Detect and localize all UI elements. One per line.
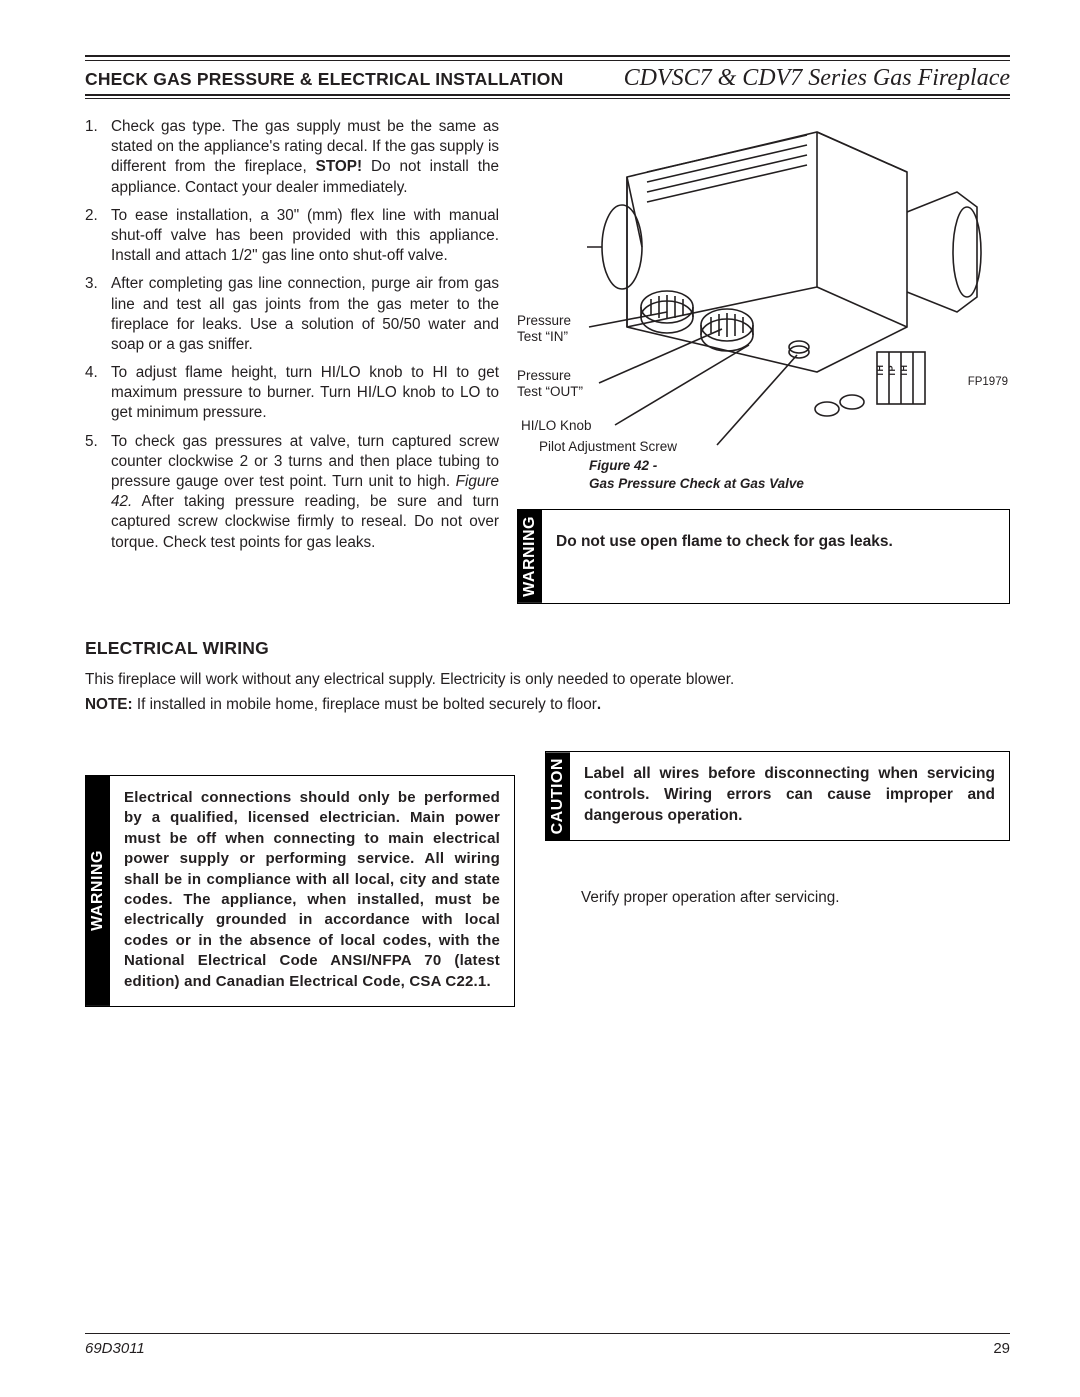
callout-hilo-knob: HI/LO Knob — [521, 418, 592, 434]
caution-wiring: CAUTION Label all wires before disconnec… — [545, 751, 1010, 841]
warning-electrical: WARNING Electrical connections should on… — [85, 775, 515, 1007]
warning-label: WARNING — [86, 776, 110, 1006]
header-section-title: CHECK GAS PRESSURE & ELECTRICAL INSTALLA… — [85, 69, 563, 90]
callout-pilot-screw: Pilot Adjustment Screw — [539, 439, 677, 455]
step-2: To ease installation, a 30" (mm) flex li… — [85, 206, 499, 267]
wiring-paragraph: This fireplace will work without any ele… — [85, 669, 1010, 690]
svg-text:TP: TP — [887, 365, 897, 377]
svg-text:TH: TH — [899, 365, 909, 377]
stop-word: STOP! — [316, 158, 362, 175]
page-footer: 69D3011 29 — [85, 1333, 1010, 1357]
figure-number: Figure 42 - — [589, 458, 657, 473]
rule — [85, 55, 1010, 57]
figure-42: TH TP TH Pressure Test “IN” Pressure Tes… — [517, 117, 1010, 487]
rule — [85, 98, 1010, 99]
section-heading-electrical: ELECTRICAL WIRING — [85, 638, 1010, 659]
step-1: Check gas type. The gas supply must be t… — [85, 117, 499, 198]
step-text: After taking pressure reading, be sure a… — [111, 493, 499, 550]
caution-label: CAUTION — [546, 752, 570, 840]
figure-part-number: FP1979 — [968, 376, 1008, 388]
warning-gas-leak: WARNING Do not use open flame to check f… — [517, 509, 1010, 604]
step-text: To check gas pressures at valve, turn ca… — [111, 433, 499, 490]
svg-text:TH: TH — [875, 365, 885, 377]
caution-text: Label all wires before disconnecting whe… — [570, 752, 1009, 840]
figure-caption: Figure 42 - Gas Pressure Check at Gas Va… — [589, 457, 804, 493]
warning-text: Electrical connections should only be pe… — [110, 776, 514, 1006]
note-body: If installed in mobile home, fireplace m… — [133, 696, 597, 713]
document-number: 69D3011 — [85, 1340, 145, 1357]
page-header: CHECK GAS PRESSURE & ELECTRICAL INSTALLA… — [85, 60, 1010, 96]
verify-text: Verify proper operation after servicing. — [581, 889, 1010, 907]
gas-valve-illustration: TH TP TH — [517, 117, 997, 457]
instruction-list: Check gas type. The gas supply must be t… — [85, 117, 499, 553]
header-product-title: CDVSC7 & CDV7 Series Gas Fireplace — [624, 65, 1010, 92]
figure-title: Gas Pressure Check at Gas Valve — [589, 476, 804, 491]
warning-text: Do not use open flame to check for gas l… — [542, 510, 1009, 603]
page-number: 29 — [993, 1340, 1010, 1357]
callout-pressure-in: Pressure Test “IN” — [517, 313, 589, 345]
callout-pressure-out: Pressure Test “OUT” — [517, 368, 597, 400]
warning-label: WARNING — [518, 510, 542, 603]
wiring-note: NOTE: If installed in mobile home, firep… — [85, 694, 1010, 715]
step-3: After completing gas line connection, pu… — [85, 274, 499, 355]
step-4: To adjust flame height, turn HI/LO knob … — [85, 363, 499, 424]
step-5: To check gas pressures at valve, turn ca… — [85, 432, 499, 553]
note-lead: NOTE: — [85, 696, 133, 713]
